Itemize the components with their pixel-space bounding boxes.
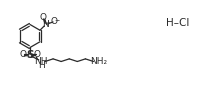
Text: O: O [19,50,26,59]
Text: H–Cl: H–Cl [166,18,190,28]
Text: NH: NH [34,57,48,66]
Text: S: S [26,50,34,60]
Text: +: + [45,20,50,25]
Text: O: O [51,17,58,26]
Text: O: O [34,50,41,59]
Text: O: O [40,13,46,22]
Text: NH₂: NH₂ [90,57,108,66]
Text: −: − [54,17,60,22]
Text: H: H [38,62,44,70]
Text: N: N [42,20,49,29]
